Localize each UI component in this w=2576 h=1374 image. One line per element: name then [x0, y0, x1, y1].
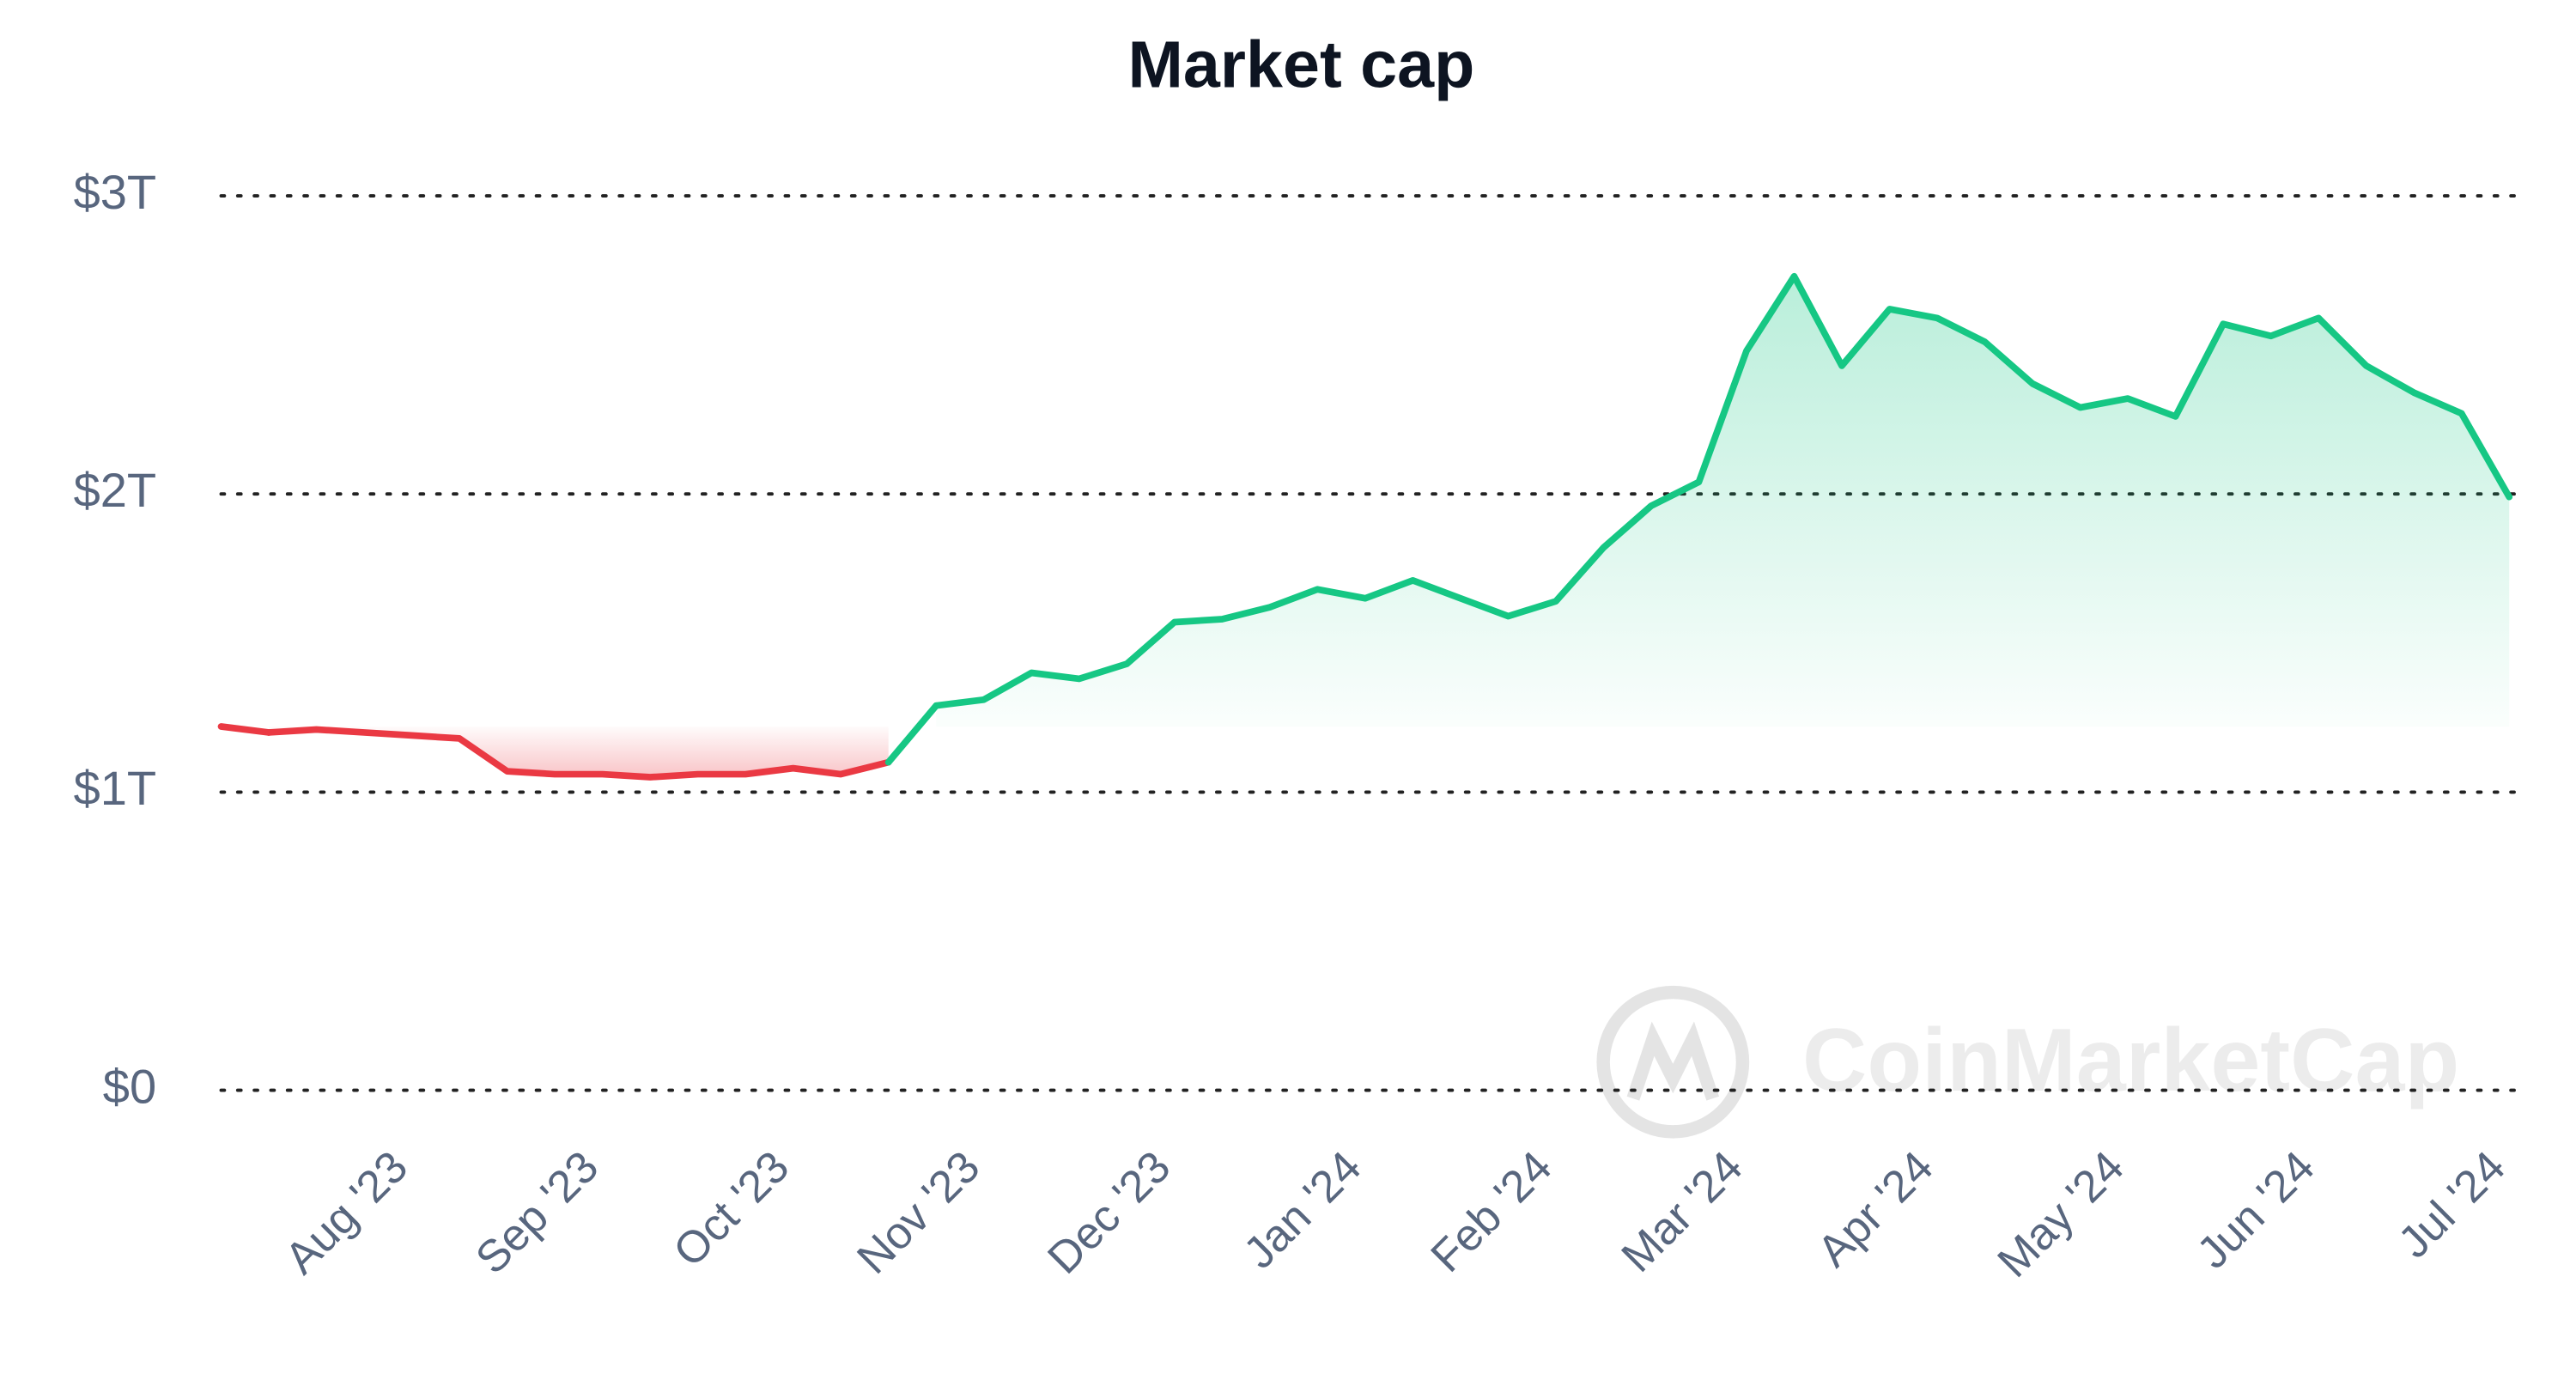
y-tick-label: $3T — [74, 165, 157, 219]
y-tick-label: $0 — [103, 1059, 156, 1113]
x-tick-label: Aug '23 — [276, 1142, 417, 1284]
watermark-logo — [1596, 985, 1750, 1139]
x-tick-label: Jun '24 — [2188, 1142, 2324, 1279]
lines — [217, 272, 2513, 781]
x-tick-label: Oct '23 — [665, 1142, 799, 1277]
x-tick-label: Jan '24 — [1235, 1142, 1371, 1279]
x-tick-label: Mar '24 — [1613, 1142, 1753, 1282]
line-connector — [884, 702, 940, 766]
x-tick-label: Jul '24 — [2389, 1142, 2514, 1268]
y-tick-label: $2T — [74, 463, 157, 517]
x-tick-label: May '24 — [1989, 1142, 2134, 1287]
watermark: CoinMarketCap — [1802, 1011, 2459, 1110]
x-tick-label: Feb '24 — [1422, 1142, 1562, 1282]
y-tick-label: $1T — [74, 761, 157, 815]
x-tick-label: Apr '24 — [1808, 1142, 1943, 1277]
line-connector — [217, 723, 272, 736]
areas — [269, 276, 2510, 778]
line — [933, 272, 2513, 709]
chart-title: Market cap — [1128, 28, 1475, 102]
x-tick-label: Nov '23 — [848, 1142, 989, 1284]
area-fill — [269, 727, 889, 778]
x-tick-label: Sep '23 — [466, 1142, 608, 1284]
area-fill — [936, 276, 2510, 727]
line — [265, 726, 892, 781]
x-tick-label: Dec '23 — [1039, 1142, 1181, 1284]
